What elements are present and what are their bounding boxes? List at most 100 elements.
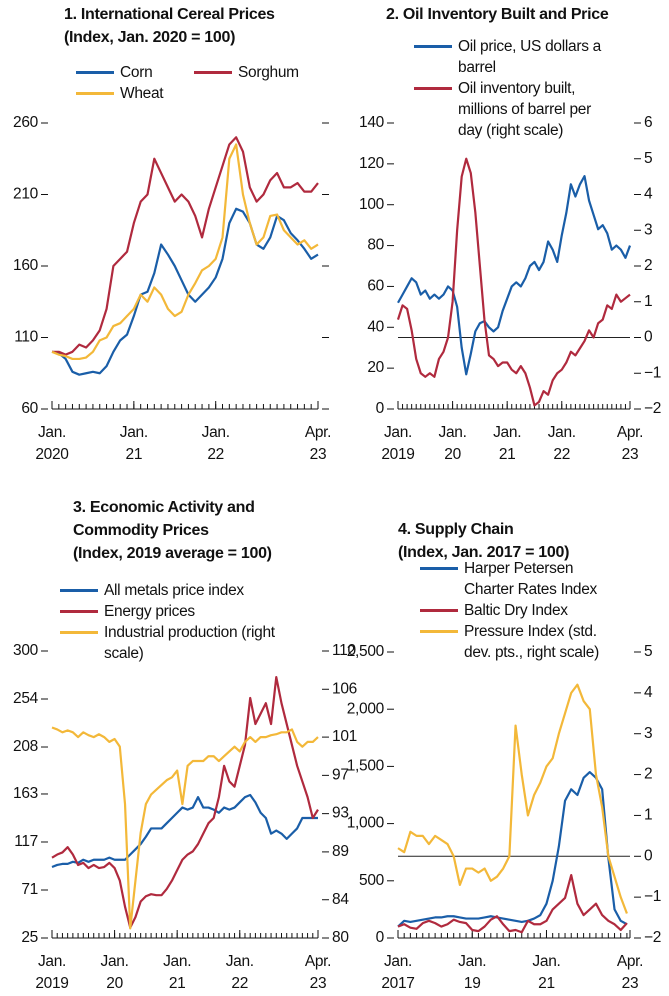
- legend-item: Pressure Index (std. dev. pts., right sc…: [420, 621, 660, 663]
- legend-item: Baltic Dry Index: [420, 600, 660, 621]
- y-tick-label: 210: [13, 186, 39, 203]
- x-tick-label: Jan.: [226, 953, 254, 970]
- series-line: [52, 136, 319, 356]
- x-tick-label: Jan.: [532, 953, 560, 970]
- y2-tick-label: 0: [644, 847, 653, 864]
- y-tick-label: 120: [359, 155, 385, 172]
- y2-tick-label: 3: [644, 725, 652, 742]
- y2-tick-label: −2: [644, 400, 661, 417]
- title-block: 1. International Cereal Prices (Index, Ja…: [64, 3, 364, 49]
- title-block: 3. Economic Activity and Commodity Price…: [73, 496, 298, 565]
- legend-swatch: [76, 92, 114, 95]
- y-tick-label: 300: [13, 642, 39, 659]
- legend-item: Industrial production (right scale): [60, 622, 340, 664]
- x-tick-label: 22: [207, 446, 224, 463]
- x-tick-label: Jan.: [38, 953, 66, 970]
- y2-tick-label: 89: [332, 843, 349, 860]
- x-tick-label: Apr.: [305, 953, 331, 970]
- y-tick-label: 80: [367, 237, 384, 254]
- y2-tick-label: −1: [644, 364, 661, 381]
- x-tick-label: 21: [538, 975, 555, 992]
- legend-item: Harper Petersen Charter Rates Index: [420, 558, 660, 600]
- y-tick-label: 71: [21, 881, 38, 898]
- series-line: [397, 175, 632, 376]
- y-tick-label: 117: [14, 833, 38, 850]
- y-tick-label: 60: [367, 278, 384, 295]
- y2-tick-label: 5: [644, 643, 652, 660]
- x-tick-label: Jan.: [458, 953, 486, 970]
- y-tick-label: 1,000: [347, 815, 385, 832]
- legend-swatch: [194, 71, 232, 74]
- x-tick-label: Jan.: [384, 953, 412, 970]
- y2-tick-label: 1: [644, 293, 652, 310]
- y-tick-label: 25: [21, 929, 38, 946]
- title-block: 4. Supply Chain (Index, Jan. 2017 = 100): [398, 518, 658, 564]
- y2-tick-label: 3: [644, 221, 652, 238]
- legend-label: Oil inventory built, millions of barrel …: [458, 80, 591, 139]
- y-tick-label: 0: [376, 400, 385, 417]
- y-tick-label: 500: [359, 872, 385, 889]
- x-tick-label: Jan.: [101, 953, 129, 970]
- legend-swatch: [420, 609, 458, 612]
- y2-tick-label: 2: [644, 766, 652, 783]
- legend-label: Industrial production (right scale): [104, 624, 275, 662]
- x-tick-label: 2019: [381, 446, 414, 463]
- legend-label: Harper Petersen Charter Rates Index: [464, 560, 598, 598]
- series-line: [51, 726, 319, 930]
- legend-swatch: [76, 71, 114, 74]
- series-line: [51, 207, 319, 376]
- legend-swatch: [414, 45, 452, 48]
- legend-item: Oil price, US dollars a barrel: [414, 36, 654, 78]
- y-tick-label: 254: [13, 690, 39, 707]
- series-line: [397, 771, 628, 928]
- y-tick-label: 140: [359, 114, 385, 131]
- y2-tick-label: 101: [332, 728, 357, 745]
- y-tick-label: 260: [13, 114, 39, 131]
- legend-label: Corn: [120, 64, 153, 81]
- chart-title: 3. Economic Activity and Commodity Price…: [73, 499, 255, 539]
- y-tick-label: 0: [376, 929, 385, 946]
- x-tick-label: 23: [622, 975, 639, 992]
- legend-label: Baltic Dry Index: [464, 602, 568, 619]
- x-tick-label: 22: [553, 446, 570, 463]
- x-tick-label: 21: [126, 446, 143, 463]
- y-tick-label: 60: [21, 400, 38, 417]
- x-tick-label: Jan.: [493, 424, 521, 441]
- y-tick-label: 100: [359, 196, 385, 213]
- x-tick-label: Apr.: [617, 953, 643, 970]
- y2-tick-label: −2: [644, 929, 661, 946]
- y-tick-label: 110: [14, 329, 38, 346]
- x-tick-label: 23: [310, 446, 327, 463]
- y-tick-label: 163: [13, 785, 38, 802]
- x-tick-label: Jan.: [38, 424, 66, 441]
- y-tick-label: 2,000: [347, 700, 385, 717]
- legend-item: Corn: [76, 62, 194, 83]
- y2-tick-label: 4: [644, 684, 653, 701]
- y2-tick-label: 6: [644, 114, 652, 131]
- legend-label: Sorghum: [238, 64, 299, 81]
- chart-title: 1. International Cereal Prices: [64, 6, 275, 23]
- x-tick-label: 20: [106, 975, 123, 992]
- title-block: 2. Oil Inventory Built and Price: [386, 3, 669, 26]
- legend-label: Oil price, US dollars a barrel: [458, 38, 601, 76]
- x-tick-label: Jan.: [202, 424, 230, 441]
- series-line: [51, 793, 318, 869]
- y-tick-label: 1,500: [347, 757, 385, 774]
- legend-label: Wheat: [120, 85, 164, 102]
- y-tick-label: 160: [13, 257, 39, 274]
- series-line: [51, 143, 319, 361]
- y2-tick-label: 84: [332, 891, 349, 908]
- x-tick-label: Jan.: [548, 424, 576, 441]
- x-tick-label: 23: [622, 446, 639, 463]
- legend-label: Energy prices: [104, 603, 195, 620]
- x-tick-label: Jan.: [163, 953, 191, 970]
- y2-tick-label: 2: [644, 257, 652, 274]
- legend-swatch: [60, 589, 98, 592]
- legend-swatch: [420, 630, 458, 633]
- legend-label: Pressure Index (std. dev. pts., right sc…: [464, 623, 599, 661]
- legend-swatch: [60, 631, 98, 634]
- y2-tick-label: 80: [332, 929, 349, 946]
- y2-tick-label: 5: [644, 150, 652, 167]
